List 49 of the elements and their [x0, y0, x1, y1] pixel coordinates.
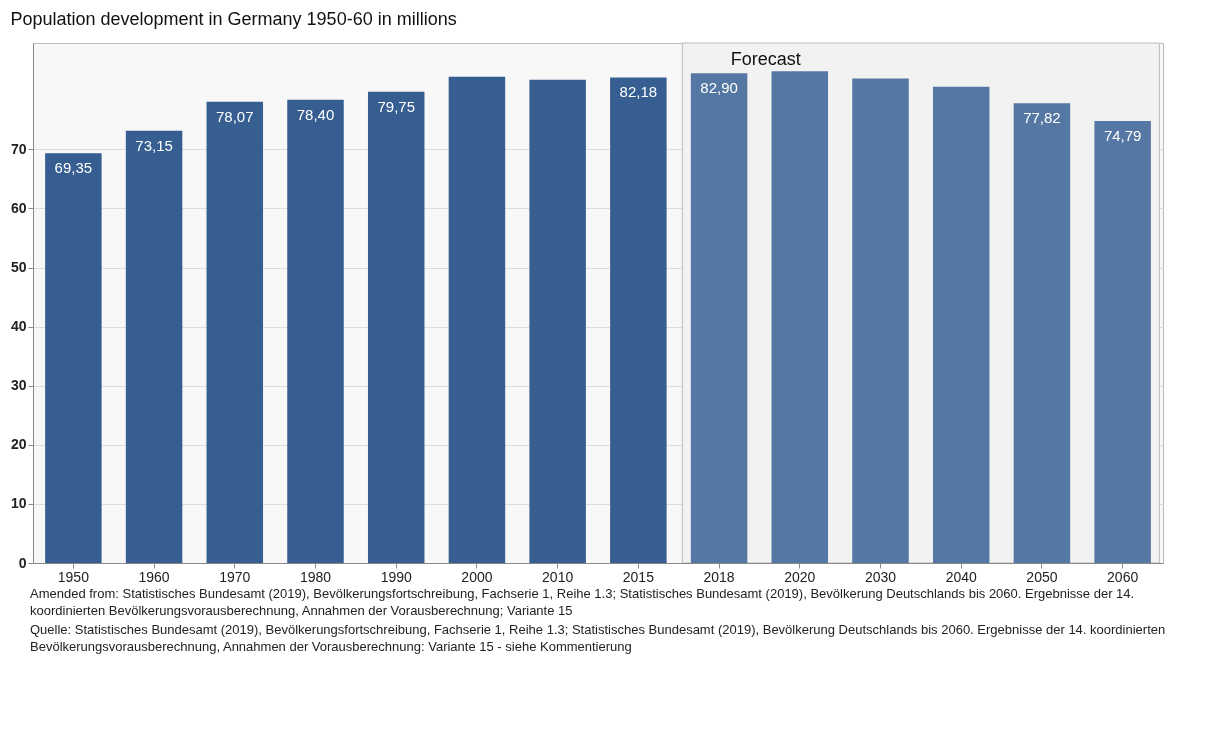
bar	[1013, 103, 1071, 563]
y-tick-label: 50	[10, 259, 27, 276]
y-tick-label: 0	[18, 554, 27, 571]
x-tick-label: 2040	[945, 568, 977, 585]
x-tick-label: 2050	[1026, 568, 1058, 585]
x-tick-label: 2030	[864, 568, 897, 585]
x-tick-label: 2060	[1107, 568, 1139, 585]
x-tick-label: 2010	[542, 568, 574, 585]
bar	[771, 71, 829, 563]
text: Amended from: Statistisches Bundesamt (2019), Bevölkerungsfortschreibung, Fachserie 1, Reihe 1.3; Statistisches Bundesamt (2019), Bevölkerung Deutschlands bis 2060. Ergebnisse der 14. koordinierten Bevölkerungsvorausberechnung, Annahmen der Vorausberechnung; Variante 15	[30, 586, 1136, 620]
y-tick-label: 20	[10, 436, 27, 453]
data-label: 78,40	[296, 105, 335, 123]
data-label: 74,79	[1103, 127, 1142, 145]
x-tick-label: 2018	[703, 568, 735, 585]
data-label: 73,15	[135, 136, 173, 154]
bar	[1094, 121, 1151, 563]
x-tick-label: 2015	[622, 568, 655, 585]
bar	[932, 86, 990, 563]
chart-title: Population development in Germany 1950-60 in millions	[10, 8, 457, 29]
x-tick-label: 2000	[461, 568, 493, 585]
y-tick-label: 60	[10, 199, 27, 216]
x-tick-label: 1980	[299, 568, 332, 585]
bar	[610, 77, 667, 563]
data-label: 79,75	[377, 97, 415, 115]
x-tick-label: 1990	[380, 568, 412, 585]
bar	[690, 73, 748, 563]
bar	[529, 79, 586, 563]
data-label: 82,90	[700, 79, 738, 97]
data-label: 77,82	[1023, 109, 1061, 127]
data-label: 82,18	[619, 83, 658, 101]
bar	[45, 153, 102, 563]
bar	[852, 78, 909, 563]
y-tick-label: 10	[10, 495, 27, 512]
bar	[287, 99, 344, 563]
bar	[206, 101, 264, 563]
x-tick-label: 1970	[219, 568, 251, 585]
y-tick-label: 70	[10, 140, 27, 157]
source-note: Quelle: Statistisches Bundesamt (2019), Bevölkerungsfortschreibung, Fachserie 1, Reihe 1.3; Statistisches Bundesamt (2019), Bevölkerung Deutschlands bis 2060. Ergebnisse der 14. koordinierten Bevölkerungsvorausberechnung, Annahmen der Vorausberechnung: Variante 15 - siehe Kommentierung	[30, 621, 1167, 656]
y-tick-label: 30	[10, 377, 27, 394]
data-label: 78,07	[216, 107, 254, 125]
bar	[448, 76, 506, 563]
y-tick-label: 40	[10, 318, 27, 335]
x-tick-label: 2020	[784, 568, 816, 585]
x-tick-label: 1950	[57, 568, 90, 585]
data-label: 69,35	[54, 159, 93, 177]
bar	[125, 130, 183, 563]
bar	[367, 91, 425, 563]
x-tick-label: 1960	[138, 568, 170, 585]
band-label: Forecast	[730, 49, 801, 69]
